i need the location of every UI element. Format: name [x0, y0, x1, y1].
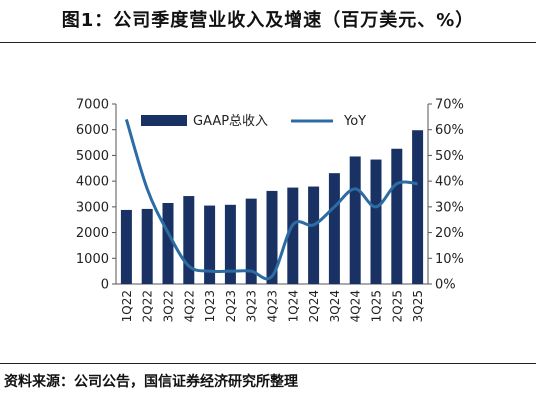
revenue-bar — [287, 187, 299, 284]
revenue-bar — [370, 159, 382, 284]
x-tick-label: 2Q22 — [141, 290, 155, 322]
x-tick-label: 3Q25 — [411, 290, 425, 322]
figure-title: 图1：公司季度营业收入及增速（百万美元、%） — [61, 10, 475, 31]
x-tick-label: 1Q24 — [286, 290, 300, 322]
x-tick-label: 2Q25 — [390, 290, 404, 322]
x-tick-label: 3Q23 — [245, 290, 259, 322]
left-tick-label: 5000 — [76, 149, 109, 164]
right-tick-label: 50% — [435, 149, 464, 164]
legend-label-revenue: GAAP总收入 — [193, 114, 268, 129]
right-tick-label: 10% — [435, 252, 464, 267]
left-tick-label: 7000 — [76, 98, 109, 113]
x-tick-label: 3Q24 — [328, 290, 342, 322]
x-tick-label: 4Q24 — [349, 290, 363, 322]
revenue-bar — [391, 148, 403, 284]
revenue-bar — [308, 186, 320, 284]
revenue-bar — [204, 205, 216, 284]
left-tick-label: 3000 — [76, 200, 109, 215]
x-tick-label: 1Q22 — [120, 290, 134, 322]
right-tick-label: 70% — [435, 98, 464, 113]
left-tick-label: 1000 — [76, 252, 109, 267]
right-tick-label: 0% — [435, 278, 456, 293]
revenue-bar — [141, 208, 153, 284]
revenue-bar — [328, 173, 340, 284]
revenue-bar — [183, 196, 195, 284]
source-rule — [0, 363, 536, 364]
revenue-bar — [266, 190, 278, 284]
source-note: 资料来源：公司公告，国信证券经济研究所整理 — [4, 374, 298, 390]
revenue-bar — [120, 209, 132, 284]
x-tick-label: 2Q23 — [224, 290, 238, 322]
x-tick-label: 1Q23 — [203, 290, 217, 322]
x-tick-label: 3Q22 — [162, 290, 176, 322]
x-tick-label: 2Q24 — [307, 290, 321, 322]
legend-label-yoy: YoY — [343, 114, 366, 129]
right-tick-label: 20% — [435, 226, 464, 241]
revenue-bar — [349, 156, 361, 284]
x-tick-label: 1Q25 — [370, 290, 384, 322]
legend-swatch-revenue — [141, 115, 187, 126]
left-tick-label: 2000 — [76, 226, 109, 241]
left-tick-label: 4000 — [76, 175, 109, 190]
revenue-bar — [412, 130, 424, 284]
left-tick-label: 6000 — [76, 123, 109, 138]
left-tick-label: 0 — [101, 278, 109, 293]
right-tick-label: 30% — [435, 200, 464, 215]
title-rule — [0, 42, 536, 43]
revenue-bar — [245, 198, 257, 284]
yoy-line — [124, 118, 418, 281]
x-tick-label: 4Q22 — [182, 290, 196, 322]
revenue-bar — [224, 204, 236, 284]
revenue-bar — [162, 203, 174, 284]
right-tick-label: 60% — [435, 123, 464, 138]
right-tick-label: 40% — [435, 175, 464, 190]
x-tick-label: 4Q23 — [266, 290, 280, 322]
